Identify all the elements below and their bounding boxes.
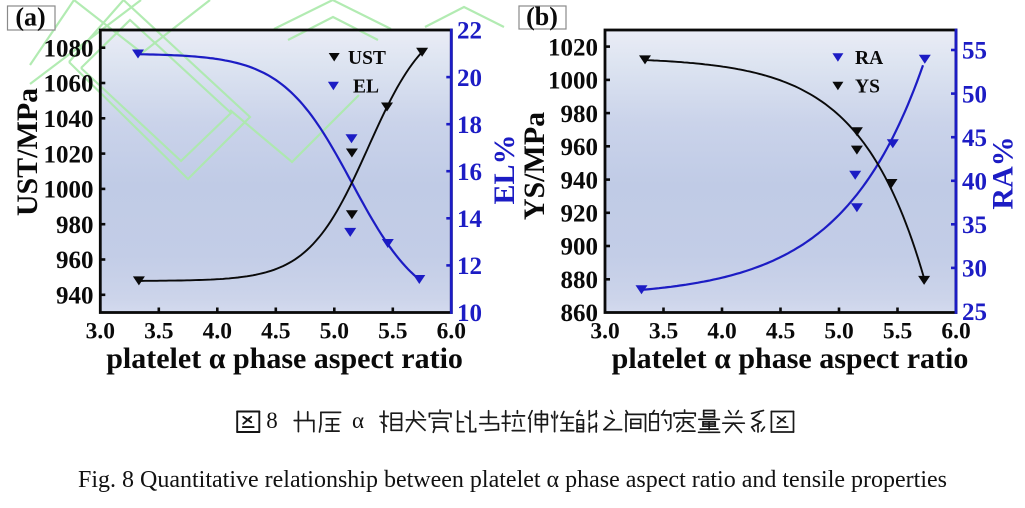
- svg-text:α: α: [352, 408, 364, 433]
- svg-text:50: 50: [962, 81, 987, 108]
- svg-text:55: 55: [962, 38, 987, 65]
- svg-text:940: 940: [561, 167, 599, 194]
- svg-text:22: 22: [457, 18, 482, 45]
- svg-text:10: 10: [457, 300, 482, 327]
- svg-text:1000: 1000: [44, 177, 94, 204]
- svg-text:16: 16: [457, 159, 482, 186]
- svg-text:3.0: 3.0: [86, 319, 115, 345]
- svg-text:3.0: 3.0: [590, 319, 619, 345]
- svg-text:4.0: 4.0: [203, 319, 232, 345]
- svg-text:5.5: 5.5: [378, 319, 407, 345]
- svg-text:5.0: 5.0: [320, 319, 349, 345]
- svg-text:45: 45: [962, 125, 987, 152]
- svg-text:980: 980: [56, 212, 94, 239]
- svg-text:8: 8: [266, 408, 278, 433]
- svg-text:860: 860: [561, 300, 599, 327]
- svg-text:UST: UST: [348, 48, 386, 69]
- svg-text:1080: 1080: [44, 35, 94, 62]
- svg-text:(b): (b): [526, 2, 558, 31]
- svg-text:3.5: 3.5: [649, 319, 678, 345]
- svg-text:3.5: 3.5: [144, 319, 173, 345]
- svg-text:960: 960: [56, 247, 94, 274]
- svg-text:25: 25: [962, 299, 987, 326]
- svg-text:4.5: 4.5: [261, 319, 290, 345]
- svg-text:5.0: 5.0: [824, 319, 853, 345]
- svg-text:EL%: EL%: [488, 134, 521, 204]
- svg-text:4.0: 4.0: [707, 319, 736, 345]
- svg-text:12: 12: [457, 253, 482, 280]
- svg-text:920: 920: [561, 200, 599, 227]
- svg-text:1040: 1040: [44, 106, 94, 133]
- svg-text:YS/MPa: YS/MPa: [518, 112, 551, 220]
- svg-text:4.5: 4.5: [766, 319, 795, 345]
- svg-text:5.5: 5.5: [883, 319, 912, 345]
- svg-text:880: 880: [561, 267, 599, 294]
- svg-text:35: 35: [962, 212, 987, 239]
- svg-text:6.0: 6.0: [941, 319, 970, 345]
- svg-text:980: 980: [561, 101, 599, 128]
- svg-text:6.0: 6.0: [437, 319, 466, 345]
- svg-text:30: 30: [962, 256, 987, 283]
- svg-text:1000: 1000: [548, 68, 598, 95]
- svg-text:900: 900: [561, 234, 599, 261]
- svg-text:1020: 1020: [548, 34, 598, 61]
- svg-text:960: 960: [561, 134, 599, 161]
- svg-text:RA%: RA%: [987, 136, 1020, 209]
- svg-text:YS: YS: [855, 77, 880, 98]
- svg-text:EL: EL: [353, 77, 379, 98]
- svg-text:platelet α phase aspect ratio: platelet α phase aspect ratio: [106, 342, 463, 375]
- svg-text:(a): (a): [15, 3, 45, 32]
- svg-text:Fig. 8 Quantitative relationsh: Fig. 8 Quantitative relationship between…: [78, 467, 947, 493]
- svg-text:RA: RA: [855, 48, 883, 69]
- svg-text:18: 18: [457, 112, 482, 139]
- svg-text:20: 20: [457, 65, 482, 92]
- svg-text:1060: 1060: [44, 71, 94, 98]
- svg-text:940: 940: [56, 283, 94, 310]
- svg-text:40: 40: [962, 168, 987, 195]
- svg-text:platelet α phase aspect ratio: platelet α phase aspect ratio: [612, 342, 969, 375]
- svg-text:UST/MPa: UST/MPa: [11, 88, 44, 216]
- svg-text:14: 14: [457, 206, 483, 233]
- svg-text:1020: 1020: [44, 141, 94, 168]
